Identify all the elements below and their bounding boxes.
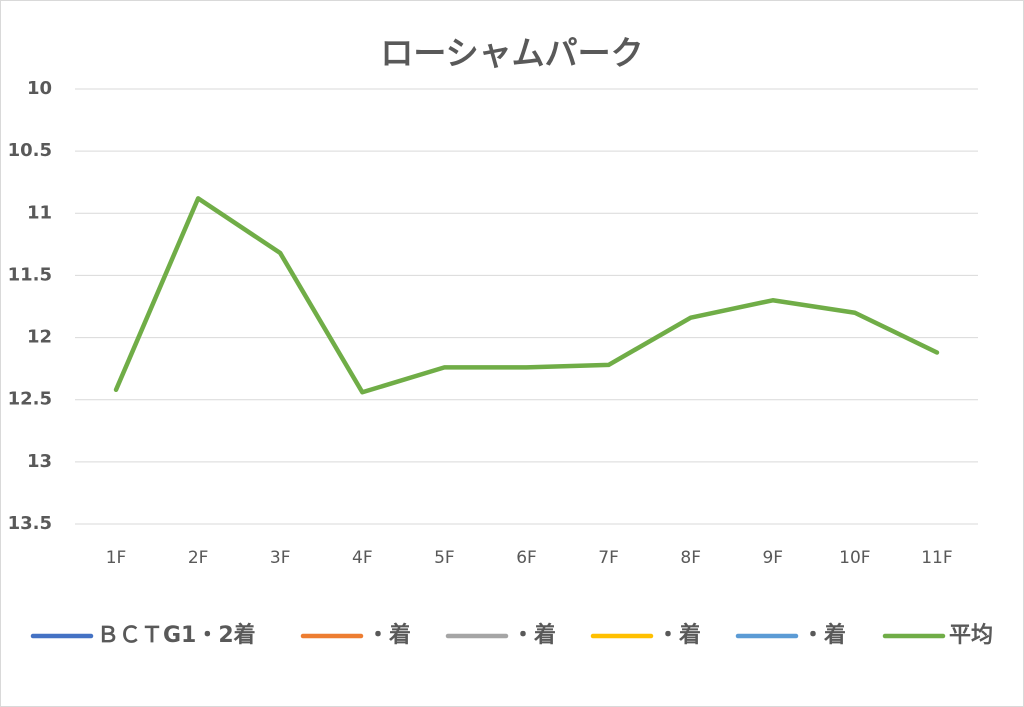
- y-tick-label: 11: [27, 202, 52, 223]
- x-tick-label: 5F: [434, 548, 455, 568]
- y-tick-label: 11.5: [8, 264, 52, 285]
- chart-title: ローシャムパーク: [380, 34, 643, 73]
- y-tick-label: 13.5: [8, 513, 52, 534]
- legend-label: ・着: [657, 622, 701, 648]
- series-line: [113, 196, 940, 395]
- x-tick-label: 6F: [516, 548, 537, 568]
- y-tick-label: 13: [27, 451, 52, 472]
- x-tick-label: 10F: [839, 548, 870, 568]
- y-tick-label: 10.5: [8, 140, 52, 161]
- y-tick-label: 12: [27, 327, 52, 348]
- legend-label: ＢＣＴG1・2着: [97, 622, 256, 648]
- legend-label: ・着: [802, 622, 846, 648]
- x-tick-label: 3F: [270, 548, 291, 568]
- x-tick-label: 1F: [106, 548, 127, 568]
- legend-label: ・着: [367, 622, 411, 648]
- x-tick-label: 2F: [188, 548, 209, 568]
- y-tick-label: 10: [27, 78, 52, 99]
- legend-label: 平均: [949, 622, 993, 648]
- legend-label: ・着: [512, 622, 556, 648]
- x-tick-label: 7F: [598, 548, 619, 568]
- x-tick-label: 4F: [352, 548, 373, 568]
- x-tick-label: 11F: [921, 548, 952, 568]
- x-tick-label: 8F: [680, 548, 701, 568]
- y-tick-label: 12.5: [8, 389, 52, 410]
- x-tick-label: 9F: [762, 548, 783, 568]
